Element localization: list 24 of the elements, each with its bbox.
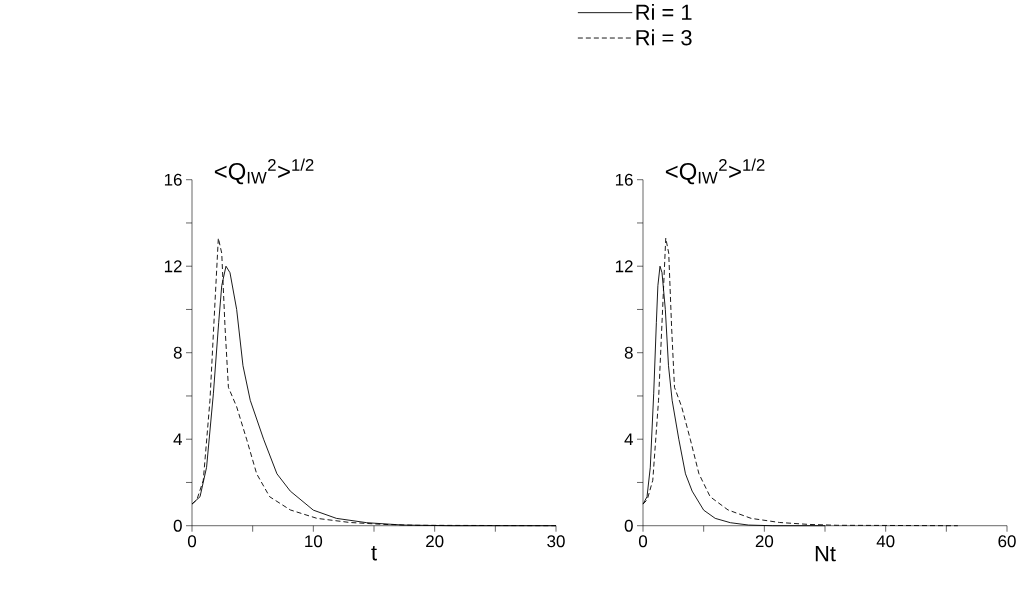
y-tick-label: 0	[173, 519, 182, 532]
x-tick-label: 20	[755, 535, 774, 548]
x-tick-label: 0	[638, 535, 648, 548]
x-tick-label: 10	[305, 535, 323, 548]
y-tick-label: 4	[624, 433, 633, 446]
x-tick-label: 30	[547, 535, 565, 548]
x-tick-label: 20	[426, 535, 444, 548]
y-tick-label: 4	[173, 433, 182, 446]
legend-label: Ri = 1	[636, 4, 692, 20]
y-tick-label: 8	[173, 346, 182, 359]
x-tick-label: 0	[187, 535, 197, 548]
legend-label: Ri = 3	[636, 29, 692, 46]
chart-title: <Q$_{IW}$$^{2}$>$^{1/2}$	[665, 158, 765, 185]
x-tick-label: 40	[876, 535, 895, 548]
y-tick-label: 12	[164, 260, 182, 273]
y-tick-label: 16	[164, 173, 182, 186]
y-tick-label: 8	[624, 346, 633, 359]
y-tick-label: 16	[615, 173, 633, 186]
x-axis-title: Nt	[815, 546, 836, 562]
y-tick-label: 0	[624, 519, 633, 532]
x-tick-label: 60	[998, 535, 1016, 548]
x-axis-title: t	[371, 546, 377, 561]
chart-title: <Q$_{IW}$$^{2}$>$^{1/2}$	[214, 158, 314, 185]
y-tick-label: 12	[615, 260, 633, 273]
